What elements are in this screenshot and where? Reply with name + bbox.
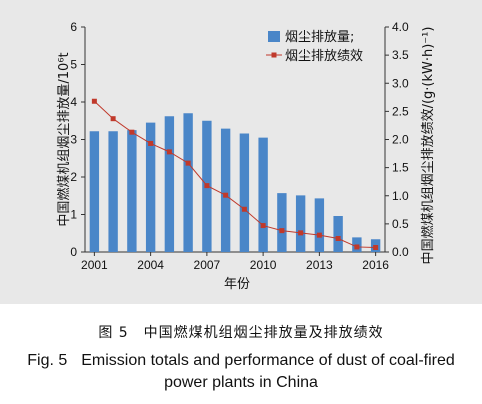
bar-2004 [145, 122, 156, 253]
left-y-axis-title: 中国燃煤机组烟尘排放量/10⁶t [56, 52, 72, 226]
left-y-tick-label: 4 [70, 95, 77, 109]
x-tick-label: 2016 [362, 258, 389, 272]
bar-2008 [220, 128, 231, 253]
point-2008 [223, 192, 229, 198]
right-y-tick-label: 3.5 [392, 48, 409, 62]
x-axis-title: 年份 [224, 277, 250, 292]
caption-english-text: Emission totals and performance of dust … [81, 352, 455, 391]
line-performance [94, 100, 376, 248]
right-y-axis-title: 中国燃煤机组烟尘排放绩效/(g·(kW·h)⁻¹) [420, 27, 436, 265]
right-y-tick-label: 3.0 [392, 76, 409, 90]
point-2006 [185, 160, 191, 166]
point-2016 [373, 245, 379, 250]
caption-chinese: 图 5 中国燃煤机组烟尘排放量及排放绩效 [98, 325, 384, 341]
bar-2011 [277, 193, 287, 253]
right-y-tick-label: 0.5 [392, 217, 409, 231]
x-tick-label: 2013 [306, 258, 333, 272]
left-y-tick-label: 0 [70, 245, 77, 259]
bar-2001 [89, 131, 100, 252]
point-2011 [279, 228, 285, 234]
bar-2010 [258, 137, 268, 253]
caption-figure-label: Fig. 5 [27, 352, 68, 369]
right-y-tick-label: 1.0 [392, 189, 409, 203]
left-y-tick-label: 2 [70, 170, 77, 184]
bar-2006 [183, 113, 193, 252]
left-y-tick-label: 6 [70, 20, 77, 34]
point-2001 [91, 98, 97, 104]
point-2005 [166, 149, 172, 155]
point-2014 [335, 236, 341, 241]
left-y-tick-label: 1 [70, 208, 77, 222]
right-y-tick-label: 1.5 [392, 161, 409, 175]
caption-english: Fig. 5 Emission totals and performance of… [6, 350, 476, 394]
x-tick-label: 2010 [250, 258, 277, 272]
legend-label-bar: 烟尘排放量; [285, 30, 354, 45]
point-2004 [148, 140, 154, 146]
bar-2012 [295, 195, 306, 253]
point-2003 [129, 129, 135, 135]
x-tick-label: 2004 [137, 258, 164, 272]
right-y-tick-label: 0.0 [392, 245, 409, 259]
bar-2009 [239, 133, 250, 252]
legend-swatch-bar [268, 31, 280, 42]
right-y-tick-label: 4.0 [392, 20, 409, 34]
legend-label-line: 烟尘排放绩效 [285, 49, 363, 64]
x-tick-label: 2007 [194, 258, 221, 272]
right-y-tick-label: 2.5 [392, 104, 409, 118]
bar-2013 [314, 198, 325, 253]
chart: 0 1 2 3 4 5 6 0.0 0.5 1.0 1.5 2.0 2.5 3.0 3.5 4.0 2001 20… [56, 20, 436, 292]
bar-2005 [164, 116, 175, 252]
bar-2014 [333, 216, 343, 252]
point-2013 [316, 232, 322, 238]
point-2010 [260, 223, 266, 229]
point-2002 [110, 116, 116, 122]
left-y-tick-label: 5 [70, 58, 77, 72]
point-2007 [204, 183, 210, 189]
point-2012 [298, 230, 304, 236]
bar-2003 [127, 130, 137, 253]
x-tick-label: 2001 [81, 258, 108, 272]
point-2015 [354, 244, 360, 250]
left-y-tick-label: 3 [70, 133, 77, 147]
right-y-tick-label: 2.0 [392, 133, 409, 147]
bar-2002 [108, 131, 118, 252]
point-2009 [241, 206, 247, 212]
legend-swatch-marker [271, 52, 277, 58]
